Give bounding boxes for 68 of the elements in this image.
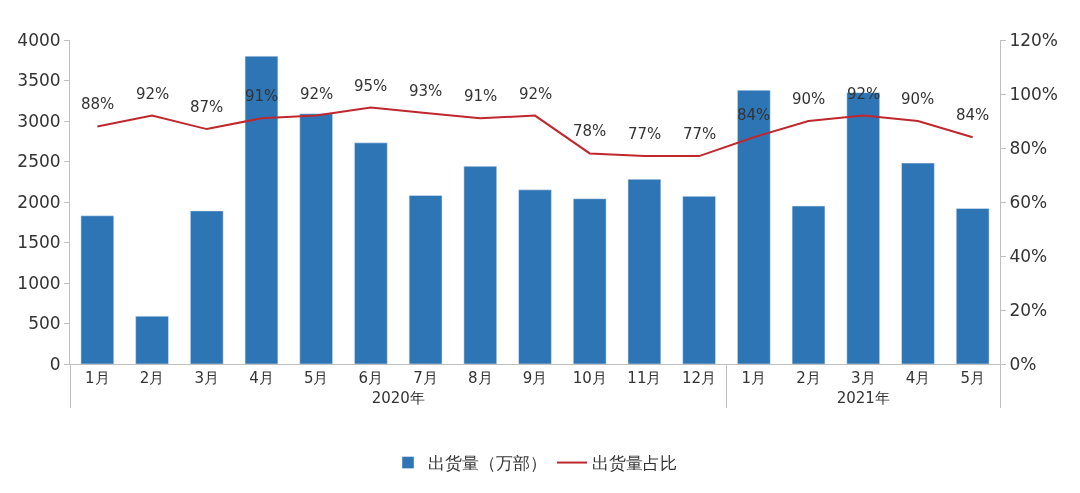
data-label: 84% <box>737 106 771 124</box>
x-tick-label: 4月 <box>905 369 931 387</box>
x-tick-label: 6月 <box>358 369 384 387</box>
y-tick-label: 4000 <box>17 29 61 50</box>
y-tick-label: 3000 <box>17 110 61 131</box>
data-label: 92% <box>519 85 553 103</box>
data-label: 78% <box>573 122 607 140</box>
data-label: 87% <box>190 98 224 116</box>
x-tick-label: 2月 <box>139 369 165 387</box>
bar <box>682 196 716 364</box>
y2-tick-label: 120% <box>1009 29 1059 50</box>
y-tick-label: 500 <box>28 313 61 334</box>
data-label: 93% <box>409 82 443 100</box>
y-tick-label: 3500 <box>17 70 61 91</box>
bar <box>791 205 826 364</box>
y2-tick-label: 0% <box>1009 353 1037 374</box>
x-tick-label: 7月 <box>413 369 438 387</box>
bar <box>190 210 224 364</box>
y-tick-label: 2500 <box>17 151 61 172</box>
bar <box>135 315 169 364</box>
x-tick-label: 12月 <box>682 369 717 387</box>
data-label: 84% <box>956 106 990 124</box>
bar <box>955 208 990 364</box>
bar <box>737 89 771 364</box>
x-tick-label: 1月 <box>85 369 110 387</box>
legend-label: 出货量占比 <box>592 453 677 474</box>
bar <box>408 195 443 364</box>
bar <box>573 198 607 364</box>
y2-tick-label: 40% <box>1009 245 1048 266</box>
data-label: 90% <box>901 90 935 108</box>
bar <box>299 113 333 364</box>
y-tick-label: 1000 <box>17 272 61 293</box>
x-tick-label: 5月 <box>303 369 329 387</box>
x-tick-label: 3月 <box>194 369 220 387</box>
data-label: 92% <box>136 85 170 103</box>
bar <box>627 179 662 364</box>
data-label: 95% <box>354 77 388 95</box>
y2-tick-label: 20% <box>1009 299 1048 320</box>
text: 2021年 <box>836 389 890 407</box>
bar <box>518 189 552 364</box>
y2-tick-label: 100% <box>1009 83 1059 104</box>
x-tick-label: 2月 <box>796 369 821 387</box>
y-tick-label: 1500 <box>17 232 61 253</box>
y2-tick-label: 60% <box>1009 191 1048 212</box>
legend-label: 出货量（万部） <box>428 453 547 474</box>
data-label: 77% <box>628 125 662 143</box>
x-tick-label: 4月 <box>249 369 274 387</box>
bar <box>901 162 935 364</box>
data-label: 91% <box>464 87 498 105</box>
x-tick-label: 5月 <box>960 369 985 387</box>
bar <box>80 215 115 364</box>
x-tick-label: 3月 <box>850 369 876 387</box>
data-label: 92% <box>300 85 334 103</box>
data-label: 90% <box>792 90 826 108</box>
x-tick-label: 9月 <box>522 369 548 387</box>
bar <box>354 142 388 364</box>
x-tick-label: 11月 <box>627 369 662 387</box>
y2-tick-label: 80% <box>1009 137 1048 158</box>
x-tick-label: 10月 <box>572 369 607 387</box>
y-tick-label: 2000 <box>17 191 61 212</box>
x-tick-label: 8月 <box>468 369 493 387</box>
data-label: 77% <box>683 125 717 143</box>
x-tick-label: 1月 <box>741 369 767 387</box>
bar <box>244 55 279 364</box>
text: 2020年 <box>371 389 425 407</box>
data-label: 88% <box>81 95 115 113</box>
bar <box>463 166 497 364</box>
y-tick-label: 0 <box>49 353 61 374</box>
